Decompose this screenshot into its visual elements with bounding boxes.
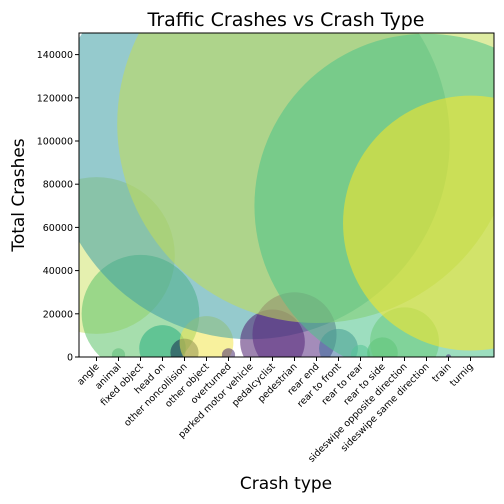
y-tick-label: 0	[67, 353, 73, 364]
y-tick-label: 60000	[43, 223, 73, 234]
chart-title: Traffic Crashes vs Crash Type	[147, 9, 425, 31]
plot-frame	[78, 32, 495, 358]
x-tick-label: turnig	[448, 361, 476, 389]
bubble-overturned	[221, 348, 236, 357]
bubble-turnig	[343, 95, 494, 351]
x-axis-label: Crash type	[240, 474, 332, 494]
y-tick-label: 120000	[37, 93, 73, 104]
bubble-train	[445, 354, 452, 357]
y-tick-label: 100000	[37, 137, 73, 148]
y-axis-label: Total Crashes	[9, 138, 29, 252]
y-tick-label: 140000	[37, 50, 73, 61]
y-tick-label: 80000	[43, 180, 73, 191]
y-axis: 0 20000 40000 60000 80000 100000 120000 140000	[37, 50, 79, 364]
y-tick-label: 40000	[43, 266, 73, 277]
bubble-layer	[79, 33, 494, 357]
y-tick-label: 20000	[43, 309, 73, 320]
